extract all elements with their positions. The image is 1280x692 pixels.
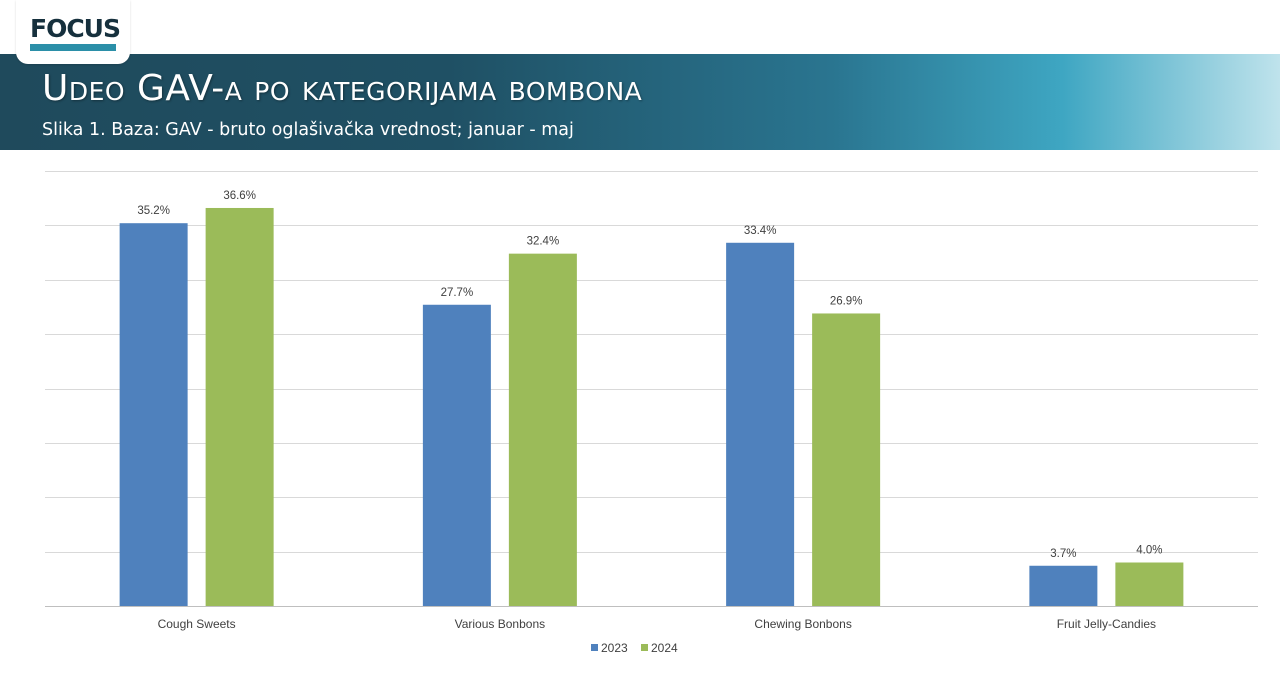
bar-2024 bbox=[1115, 562, 1184, 606]
data-label: 32.4% bbox=[527, 236, 560, 248]
bar-2023 bbox=[1029, 565, 1098, 606]
x-tick-label: Cough Sweets bbox=[158, 617, 236, 631]
data-label: 4.0% bbox=[1136, 545, 1162, 557]
x-tick-label: Various Bonbons bbox=[455, 617, 546, 631]
title-banner bbox=[0, 54, 1280, 150]
data-label: 35.2% bbox=[137, 205, 170, 217]
legend-label-2024: 2024 bbox=[651, 641, 678, 655]
legend-label-2023: 2023 bbox=[601, 641, 628, 655]
data-label: 27.7% bbox=[441, 287, 474, 299]
page-title: Udeo GAV-a po kategorijama bombona bbox=[42, 68, 643, 109]
logo-underline bbox=[30, 44, 116, 51]
bar-2024 bbox=[508, 253, 577, 606]
bar-2023 bbox=[726, 242, 795, 606]
logo-text: FOCUS bbox=[30, 14, 121, 43]
data-label: 26.9% bbox=[830, 295, 863, 307]
x-tick-label: Fruit Jelly-Candies bbox=[1057, 617, 1156, 631]
page-subtitle: Slika 1. Baza: GAV - bruto oglašivačka v… bbox=[42, 120, 574, 140]
data-label: 36.6% bbox=[223, 190, 256, 202]
legend-swatch-2023 bbox=[591, 644, 598, 651]
bar-2024 bbox=[812, 313, 881, 606]
x-tick-label: Chewing Bonbons bbox=[754, 617, 851, 631]
legend-swatch-2024 bbox=[641, 644, 648, 651]
data-label: 33.4% bbox=[744, 225, 777, 237]
focus-logo: FOCUS bbox=[16, 0, 130, 64]
data-label: 3.7% bbox=[1050, 548, 1076, 560]
bar-2024 bbox=[205, 207, 274, 606]
bar-2023 bbox=[119, 223, 188, 606]
bar-2023 bbox=[422, 304, 491, 606]
